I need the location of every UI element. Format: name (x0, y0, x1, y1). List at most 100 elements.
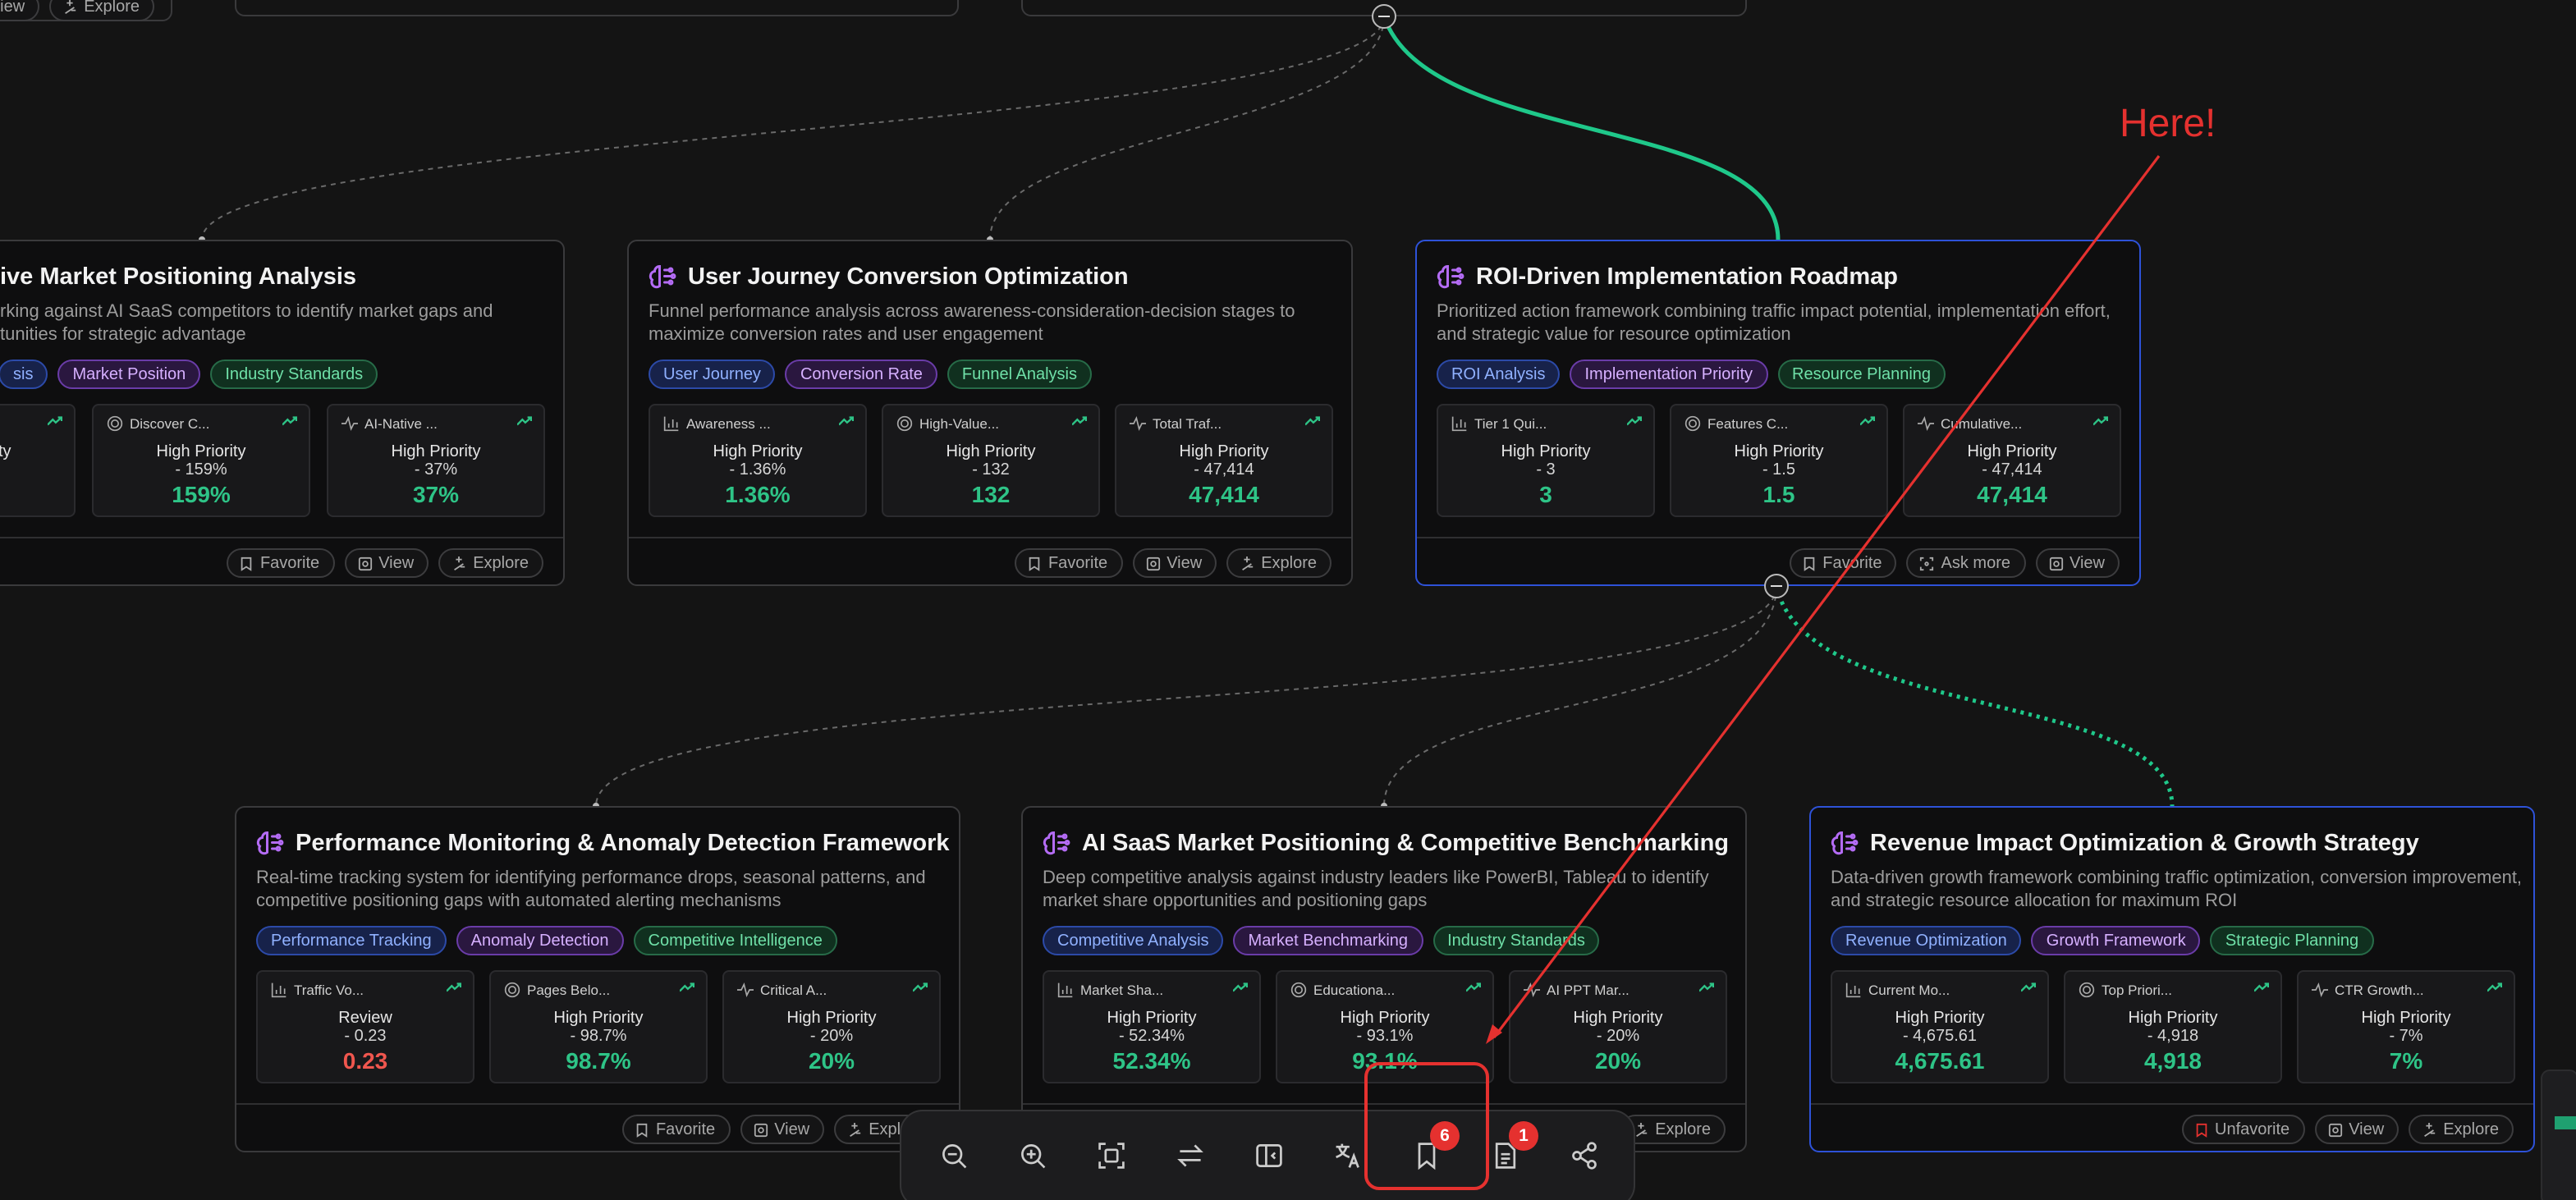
trend-icon (1699, 982, 1714, 992)
metric-card: Top Priori... High Priority - 4,918 4,918 (2064, 970, 2282, 1083)
button-icon (1146, 556, 1160, 570)
metric-delta: - 20% (809, 1028, 854, 1046)
button-icon (1634, 1122, 1648, 1137)
node-card[interactable]: Performance Monitoring & Anomaly Detecti… (235, 806, 960, 1152)
button[interactable]: Favorite (1790, 548, 1897, 578)
description-line: Prioritized action framework combining t… (1437, 302, 2111, 322)
button[interactable]: Explore (1226, 548, 1332, 578)
metric-card: ty (0, 404, 76, 517)
metric-value: 7% (2389, 1047, 2423, 1074)
trend-icon (2093, 416, 2108, 426)
button[interactable]: View (740, 1115, 825, 1144)
button-icon (2048, 556, 2063, 570)
metric-delta: - 1.5 (1762, 461, 1795, 479)
button[interactable]: Favorite (1015, 548, 1123, 578)
button[interactable]: View (2035, 548, 2120, 578)
toolbar-button[interactable] (1249, 1138, 1289, 1174)
metric-status: High Priority (1734, 443, 1824, 461)
metric-name: Tier 1 Qui... (1474, 415, 1547, 432)
button[interactable]: View (2314, 1115, 2400, 1144)
badge: 6 (1430, 1121, 1460, 1151)
button[interactable]: Favorite (622, 1115, 731, 1144)
metric-name: AI-Native ... (364, 415, 438, 432)
tag: User Journey (649, 360, 776, 389)
trend-icon (1627, 416, 1642, 426)
metric-value: 52.34% (1112, 1047, 1191, 1074)
metric-icon (737, 982, 754, 998)
description-line: rking against AI SaaS competitors to ide… (0, 302, 493, 322)
tag: Strategic Planning (2210, 926, 2374, 955)
toolbar-button[interactable] (1486, 1138, 1525, 1174)
button[interactable]: Favorite (227, 548, 335, 578)
card-icon (1437, 264, 1464, 289)
metric-delta: - 1.36% (729, 461, 786, 479)
button[interactable]: Explore (438, 548, 543, 578)
metric-icon (271, 982, 286, 998)
button[interactable]: Explore (49, 0, 154, 21)
metric-card: Current Mo... High Priority - 4,675.61 4,67… (1831, 970, 2049, 1083)
node-card[interactable]: User Journey Conversion Optimization Funn… (627, 240, 1353, 586)
trend-icon (2487, 982, 2502, 992)
button[interactable]: Ask more (1906, 548, 2025, 578)
button[interactable]: Explore (1620, 1115, 1726, 1144)
badge: 1 (1509, 1121, 1538, 1151)
metric-icon (2312, 982, 2328, 998)
tag: Implementation Priority (1570, 360, 1768, 389)
tags: sis Market Position Industry Standards (0, 360, 378, 389)
card-icon (256, 829, 286, 859)
node-card[interactable]: Revenue Impact Optimization & Growth Str… (1809, 806, 2535, 1152)
node-card[interactable]: ROI-Driven Implementation Roadmap Priorit… (1415, 240, 2141, 586)
button-icon (358, 556, 372, 570)
trend-icon (839, 415, 854, 427)
node-card[interactable]: ive Market Positioning Analysis rking aga… (0, 240, 565, 586)
toolbar-button[interactable] (1565, 1138, 1604, 1174)
toolbar-button (1177, 1144, 1203, 1167)
toolbar-button (1495, 1143, 1516, 1169)
toolbar-button[interactable] (1092, 1138, 1131, 1174)
node-card[interactable]: AI SaaS Market Positioning & Competitive… (1021, 806, 1747, 1152)
tag: Competitive Intelligence (633, 926, 837, 955)
card-description: Real-time tracking system for identifyin… (256, 867, 926, 913)
metrics: Awareness ... High Priority - 1.36% 1.36% Hi… (649, 404, 1333, 517)
metric-delta: - 52.34% (1118, 1028, 1185, 1046)
button[interactable]: Explore (2409, 1115, 2514, 1144)
metric-status: High Priority (1501, 443, 1591, 461)
button[interactable]: iew (0, 0, 40, 21)
card-stub (1021, 0, 1747, 16)
button[interactable]: View (1132, 548, 1217, 578)
toolbar-button[interactable] (1171, 1138, 1210, 1174)
button-label: Explore (1261, 554, 1317, 572)
button-label: View (1167, 554, 1203, 572)
metric-card: Tier 1 Qui... High Priority - 3 3 (1437, 404, 1655, 517)
title-text: AI SaaS Market Positioning & Competitive… (1082, 831, 1729, 857)
description-line: market share opportunities and positioni… (1043, 891, 1428, 911)
metric-value: 37% (412, 481, 460, 507)
trend-icon (2254, 982, 2269, 992)
toolbar-button[interactable] (1328, 1138, 1368, 1174)
metric-value: 159% (172, 481, 231, 507)
trend-icon (1305, 416, 1320, 426)
metric-card: CTR Growth... High Priority - 7% 7% (2297, 970, 2515, 1083)
metric-icon (1684, 415, 1701, 432)
metric-delta: - 3 (1536, 461, 1556, 479)
metric-name: Educationa... (1313, 982, 1396, 998)
metric-icon (1057, 982, 1073, 998)
trend-icon (839, 416, 854, 426)
metric-value: 3 (1539, 481, 1552, 507)
metric-card: Cumulative... High Priority - 47,414 47,414 (1903, 404, 2121, 517)
button-label: Explore (84, 0, 140, 16)
metric-card: Critical A... High Priority - 20% 20% (722, 970, 941, 1083)
description-line: maximize conversion rates and user engag… (649, 325, 1043, 345)
button-icon (1920, 556, 1934, 570)
toolbar-button[interactable] (1013, 1138, 1052, 1174)
tag: Revenue Optimization (1831, 926, 2022, 955)
button[interactable]: Unfavorite (2182, 1115, 2305, 1144)
button[interactable]: View (344, 548, 429, 578)
trend-icon (1305, 415, 1320, 427)
toolbar-button[interactable] (934, 1138, 974, 1174)
metric-card: High-Value... High Priority - 132 132 (882, 404, 1100, 517)
metric-icon (1451, 415, 1468, 432)
trend-icon (447, 982, 461, 992)
